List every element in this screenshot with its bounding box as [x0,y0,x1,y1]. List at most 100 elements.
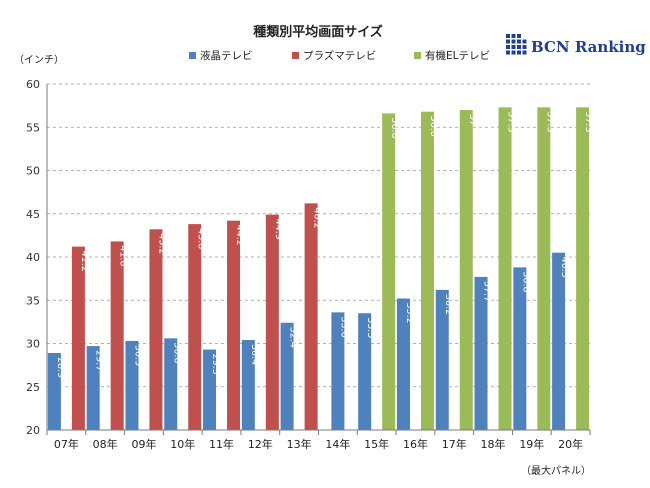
bar-lcd [47,353,61,430]
logo-block [506,39,510,44]
x-tick-label: 19年 [519,437,544,451]
data-label-lcd: 33.6 [338,316,349,337]
logo-block [517,34,521,38]
x-tick-label: 09年 [131,437,156,451]
footnote: （最大パネル） [521,464,591,477]
bar-oled [498,107,512,430]
data-label-plasma: 41.2 [79,251,90,272]
bar-plasma [304,203,318,430]
bar-lcd [241,340,255,430]
legend-swatch-plasma [292,52,299,59]
data-label-lcd: 32.4 [288,327,299,348]
x-tick-label: 17年 [442,437,467,451]
bar-lcd [203,349,217,430]
y-tick-label: 45 [26,208,40,221]
x-tick-label: 18年 [481,437,506,451]
data-label-oled: 56.6 [389,117,400,138]
bar-plasma [265,214,279,430]
data-label-lcd: 36.2 [443,294,454,315]
data-label-lcd: 29.3 [210,354,221,375]
bar-oled [576,107,590,430]
logo-block [517,39,521,44]
x-tick-label: 16年 [403,437,428,451]
bar-plasma [227,220,241,430]
bar-plasma [188,224,202,430]
bar-oled [459,109,473,430]
bar-plasma [71,246,85,430]
data-label-lcd: 37.7 [482,281,493,302]
bar-lcd [86,346,100,430]
x-tick-label: 14年 [325,437,350,451]
legend-swatch-oled [414,52,421,59]
data-label-lcd: 28.9 [55,357,66,378]
x-tick-label: 15年 [364,437,389,451]
y-tick-label: 20 [26,424,40,437]
bar-plasma [110,241,124,430]
y-tick-label: 35 [26,294,40,307]
data-label-lcd: 33.5 [365,317,376,338]
logo-block [522,39,527,44]
data-label-lcd: 30.6 [171,342,182,363]
data-label-plasma: 43.8 [195,228,206,249]
legend-swatch-lcd [189,52,196,59]
y-tick-label: 60 [26,78,40,91]
x-tick-label: 13年 [287,437,312,451]
bar-lcd [358,313,372,430]
y-tick-label: 30 [26,338,40,351]
bar-lcd [125,340,139,430]
logo-block [506,34,510,38]
data-label-plasma: 41.8 [118,245,129,266]
y-tick-label: 55 [26,121,40,134]
logo-block [506,45,510,49]
data-label-oled: 57.3 [544,111,555,132]
data-label-lcd: 38.8 [520,271,531,292]
logo-block [511,39,516,44]
data-label-oled: 57.3 [506,111,517,132]
x-tick-label: 10年 [170,437,195,451]
bar-oled [382,113,396,430]
x-tick-label: 20年 [558,437,583,451]
axes: 20 25 30 35 40 45 50 55 60 07年 08年 09年 10年 11年 12年 13年 1… [26,78,591,451]
bar-lcd [396,298,410,430]
y-tick-label: 50 [26,165,40,178]
data-label-oled: 56.8 [428,116,439,137]
x-tick-label: 08年 [93,437,118,451]
bar-lcd [474,276,488,430]
data-label-plasma: 43.2 [156,233,167,254]
logo-block [511,50,516,55]
bar-plasma [149,229,163,430]
data-labels: 28.9 41.2 29.7 41.8 30.3 43.2 30.6 43.8 29.3 44.2… [55,111,594,378]
data-label-lcd: 30.3 [132,345,143,366]
legend-label-lcd: 液晶テレビ [200,49,253,62]
x-tick-label: 12年 [248,437,273,451]
data-label-lcd: 30.4 [249,344,260,365]
logo-block [517,50,521,55]
data-label-plasma: 46.2 [312,207,323,228]
bar-oled [420,111,434,431]
bar-lcd [331,312,345,430]
data-label-oled: 57 [467,114,478,126]
bar-lcd [435,289,449,430]
data-label-plasma: 44.9 [273,219,284,240]
logo-block [522,50,527,55]
legend-label-plasma: プラズマテレビ [303,49,376,62]
brand-text: BCN Ranking [531,38,646,56]
bar-lcd [280,322,294,430]
data-label-lcd: 29.7 [94,350,105,371]
logo-block [511,34,516,38]
bar-lcd [513,267,527,430]
bcn-ranking-logo [506,34,527,55]
data-label-plasma: 44.2 [234,225,245,246]
bar-lcd [552,252,566,430]
data-label-lcd: 35.2 [404,303,415,324]
data-label-oled: 57.3 [583,111,594,132]
logo-block [517,45,521,49]
legend-label-oled: 有機ELテレビ [425,49,490,62]
bar-lcd [164,338,178,430]
y-tick-label: 40 [26,251,40,264]
chart-title: 種類別平均画面サイズ [253,24,383,40]
legend: 液晶テレビ プラズマテレビ 有機ELテレビ [189,49,490,62]
data-label-lcd: 40.5 [559,257,570,278]
